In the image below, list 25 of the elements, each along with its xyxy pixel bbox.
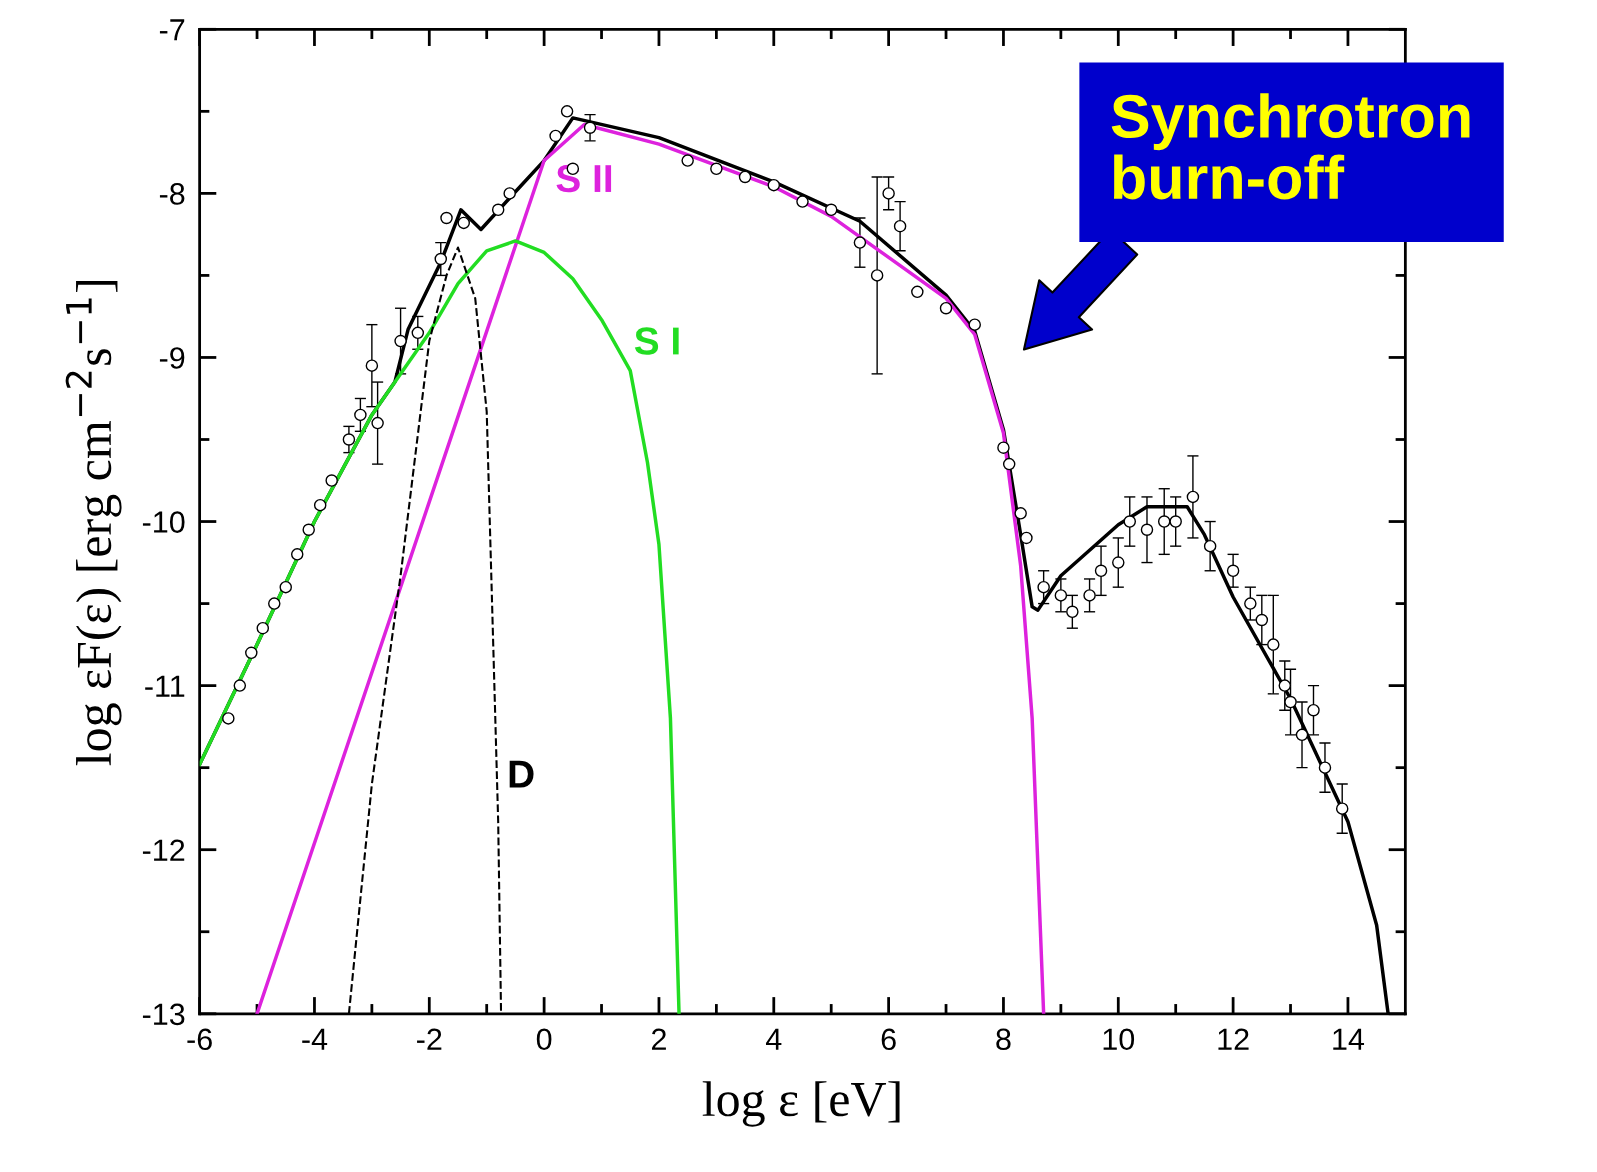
line-series — [199, 239, 681, 1014]
annotation: Synchrotron burn-off — [1111, 93, 1470, 200]
x-tick-label: 8 — [996, 1028, 1011, 1051]
x-tick-label: -6 — [187, 1028, 212, 1051]
x-tick-label: 6 — [881, 1028, 896, 1051]
line-series — [255, 122, 1046, 1014]
x-tick-label: 2 — [651, 1028, 666, 1050]
y-tick-label: -9 — [159, 347, 185, 369]
y-tick-label: -12 — [142, 839, 185, 861]
series-label: D — [509, 760, 534, 788]
series-label: S I — [634, 327, 679, 355]
y-tick-label: -13 — [142, 1003, 185, 1026]
y-axis-title: log εF(ε) [erg cm$^{−2}$s$^{−1}$] — [65, 280, 122, 766]
x-tick-label: 12 — [1218, 1028, 1249, 1050]
x-tick-label: 10 — [1103, 1028, 1135, 1051]
x-tick-label: 14 — [1333, 1028, 1365, 1050]
x-tick-label: -2 — [417, 1028, 442, 1050]
x-axis-title: log ε [eV] — [702, 1081, 900, 1127]
x-tick-label: 0 — [536, 1028, 552, 1051]
y-tick-label: -8 — [159, 183, 185, 205]
y-tick-label: -11 — [145, 675, 185, 697]
x-tick-label: -4 — [302, 1028, 328, 1050]
x-tick-label: 4 — [765, 1028, 782, 1050]
y-tick-label: -7 — [159, 19, 185, 41]
y-tick-label: -10 — [142, 511, 185, 533]
